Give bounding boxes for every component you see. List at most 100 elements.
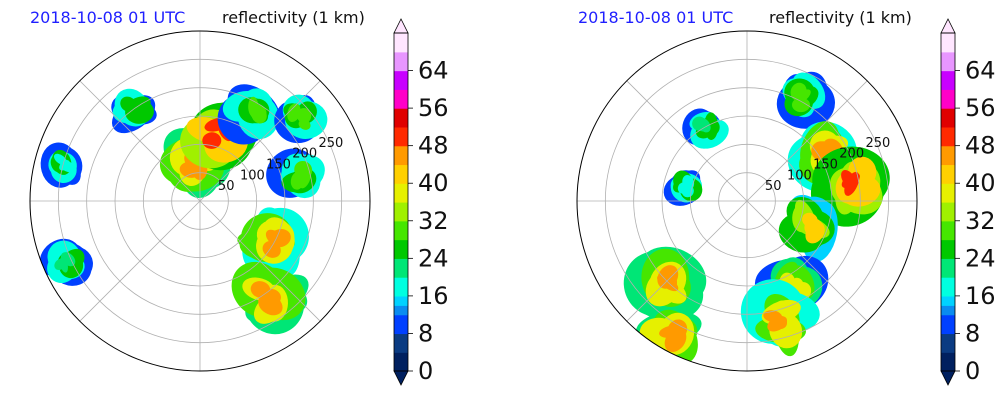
panel-time-title: 2018-10-08 01 UTC <box>578 8 733 27</box>
azimuth-line <box>79 200 201 322</box>
panel-time-title: 2018-10-08 01 UTC <box>30 8 185 27</box>
colorbar-segment <box>941 258 955 269</box>
colorbar-tick-label: 16 <box>965 282 996 310</box>
azimuth-line <box>199 80 321 202</box>
colorbar-tick-label: 64 <box>418 57 449 85</box>
colorbar-tick-label: 40 <box>418 169 449 197</box>
colorbar-segment <box>941 239 955 250</box>
colorbar-segment <box>394 70 408 81</box>
colorbar-tick-label: 56 <box>965 94 996 122</box>
colorbar-segment <box>394 126 408 137</box>
colorbar-extend-min <box>393 370 409 386</box>
colorbar-segment <box>941 42 955 53</box>
colorbar-segment <box>941 305 955 316</box>
colorbar-tick-label: 8 <box>418 319 433 347</box>
colorbar-segment <box>941 51 955 62</box>
echo-cell <box>217 84 281 145</box>
colorbar-segment <box>394 305 408 316</box>
colorbar-segment <box>941 248 955 259</box>
colorbar-segment <box>394 286 408 297</box>
colorbar-segment <box>941 61 955 72</box>
colorbar-extend-max <box>940 18 956 34</box>
echo-cell <box>237 207 309 278</box>
polar-grid <box>30 31 370 371</box>
echo-cell <box>682 108 729 149</box>
panel-field-title: reflectivity (1 km) <box>769 8 912 27</box>
colorbar-segment <box>941 136 955 147</box>
colorbar-segment <box>941 117 955 128</box>
colorbar-tick-label: 16 <box>418 282 449 310</box>
colorbar-segment <box>394 202 408 212</box>
azimuth-line <box>199 200 321 322</box>
radial-tick-label: 200 <box>292 147 317 162</box>
colorbar-segment <box>941 314 955 325</box>
azimuth-line <box>746 200 868 322</box>
polar-grid <box>577 31 917 371</box>
reflectivity-field <box>623 71 890 367</box>
colorbar-segment <box>394 324 408 335</box>
colorbar-segment <box>941 126 955 137</box>
colorbar-segment <box>941 352 955 363</box>
colorbar-segment <box>941 145 955 156</box>
colorbar-segment <box>941 79 955 90</box>
azimuth-line <box>626 200 748 322</box>
colorbar-segment <box>941 155 955 166</box>
echo-cell <box>663 170 703 206</box>
colorbar-segment <box>941 333 955 344</box>
echo-cell <box>111 88 157 134</box>
colorbar-segment <box>394 79 408 90</box>
reflectivity-field <box>39 84 328 335</box>
colorbar-frame <box>940 32 956 372</box>
colorbar-segment <box>941 202 955 212</box>
colorbar-segment <box>394 192 408 203</box>
colorbar-segment <box>394 333 408 344</box>
colorbar-tick-label: 0 <box>418 357 433 385</box>
polar-outline <box>576 30 918 372</box>
colorbar-segment <box>394 164 408 175</box>
echo-cell <box>740 279 820 357</box>
radial-tick-label: 150 <box>813 158 838 173</box>
colorbar-segment <box>941 277 955 288</box>
radial-tick-label: 250 <box>865 136 890 151</box>
echo-cell <box>39 238 93 286</box>
colorbar-segment <box>394 98 408 109</box>
colorbar-tick-label: 48 <box>965 132 996 160</box>
colorbar-segment <box>394 51 408 62</box>
echo-cell <box>636 309 702 367</box>
colorbar-tick-label: 48 <box>418 132 449 160</box>
azimuth-line <box>79 80 201 202</box>
radial-tick-label: 150 <box>266 158 291 173</box>
echo-cell <box>180 101 258 171</box>
radial-tick-label: 100 <box>240 168 265 183</box>
colorbar-segment <box>394 33 408 43</box>
colorbar-segment <box>941 324 955 335</box>
radial-tick-label: 200 <box>839 147 864 162</box>
colorbar-segment <box>394 89 408 100</box>
colorbar-segment <box>941 295 955 306</box>
radial-tick-label: 250 <box>318 136 343 151</box>
colorbar-segment <box>941 361 955 372</box>
colorbar-segment <box>394 183 408 194</box>
colorbar-tick-label: 32 <box>965 207 996 235</box>
colorbar-segment <box>394 117 408 128</box>
colorbar-segment <box>941 89 955 100</box>
colorbar-segment <box>941 342 955 353</box>
colorbar-segment <box>394 108 408 119</box>
colorbar: 0 8 16 24 32 40 48 56 64 <box>393 18 449 386</box>
colorbar-segment <box>941 267 955 278</box>
colorbar-segment <box>941 220 955 231</box>
colorbar-segment <box>941 230 955 241</box>
colorbar-tick-label: 64 <box>965 57 996 85</box>
colorbar-segment <box>941 211 955 222</box>
colorbar-segment <box>394 342 408 353</box>
colorbar-tick-label: 8 <box>965 319 980 347</box>
colorbar-tick-label: 0 <box>965 357 980 385</box>
colorbar-segment <box>394 267 408 278</box>
colorbar-segment <box>394 361 408 372</box>
colorbar-segment <box>394 295 408 306</box>
colorbar-segment <box>394 136 408 147</box>
radial-tick-label: 50 <box>765 179 782 194</box>
